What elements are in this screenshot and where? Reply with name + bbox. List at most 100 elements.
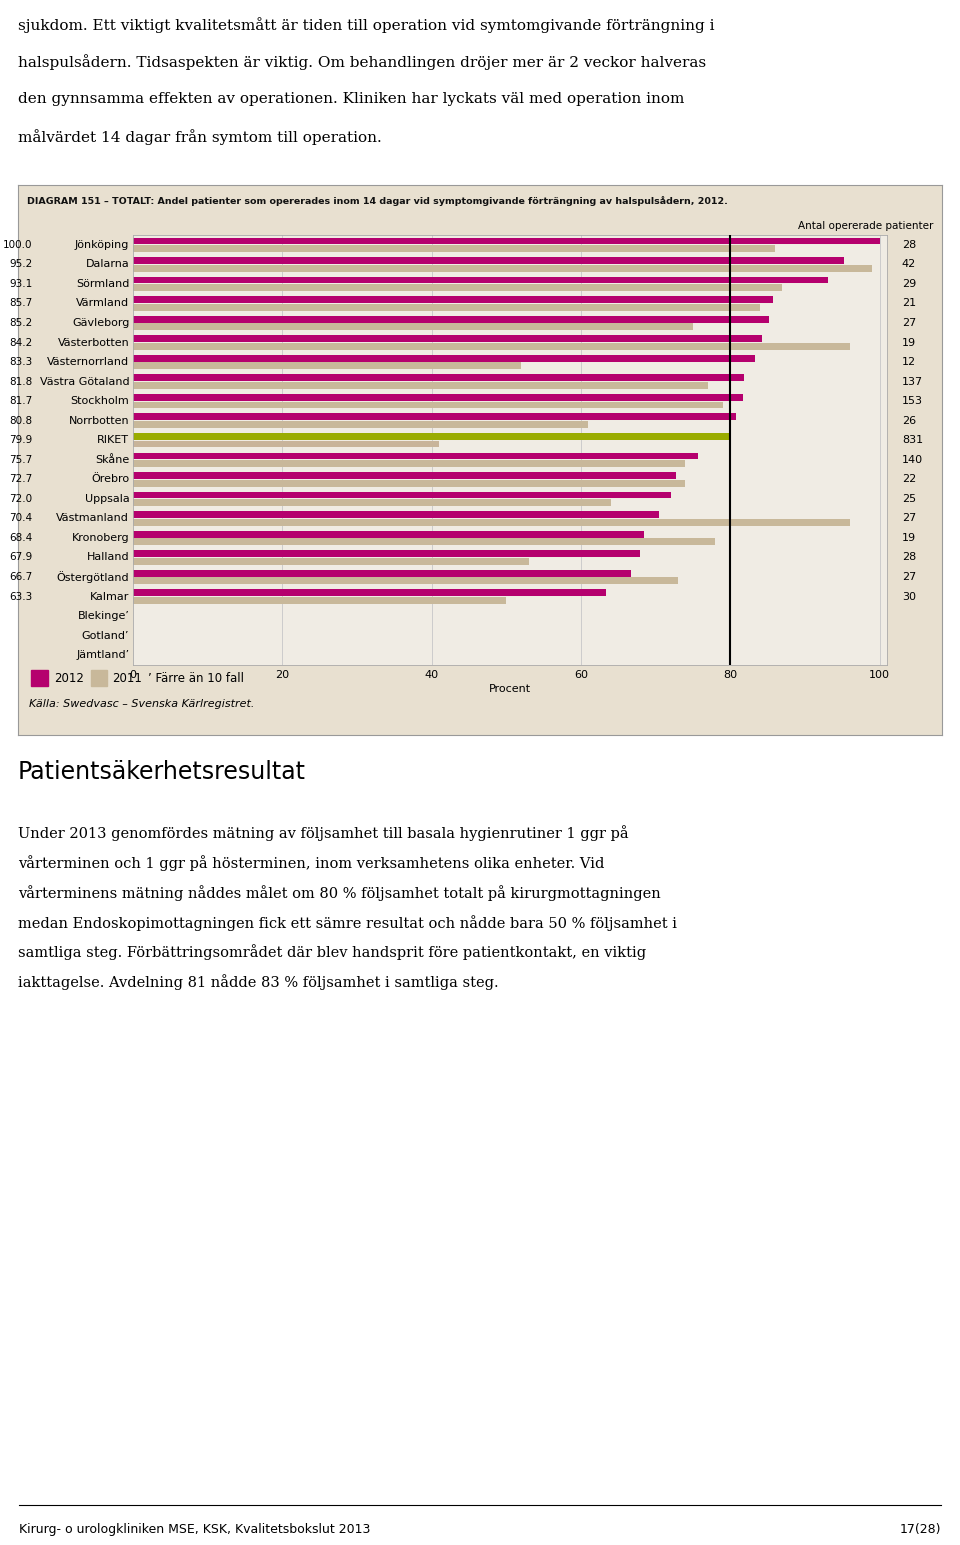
Text: målvärdet 14 dagar från symtom till operation.: målvärdet 14 dagar från symtom till oper…	[18, 130, 382, 145]
Bar	[133, 422, 588, 428]
Bar	[133, 394, 743, 400]
Bar	[133, 414, 736, 420]
Text: Värmland: Värmland	[76, 298, 130, 309]
Text: 81.8: 81.8	[9, 377, 33, 386]
Bar	[133, 460, 685, 467]
Bar	[133, 558, 529, 565]
Text: 63.3: 63.3	[9, 592, 33, 601]
Text: Antal opererade patienter: Antal opererade patienter	[798, 221, 933, 232]
Text: Norrbotten: Norrbotten	[69, 416, 130, 426]
Bar	[31, 671, 48, 686]
Bar	[133, 363, 521, 369]
Text: Västra Götaland: Västra Götaland	[39, 377, 130, 386]
Text: 29: 29	[902, 278, 916, 289]
Text: 27: 27	[902, 572, 916, 582]
Text: 79.9: 79.9	[9, 436, 33, 445]
Text: Kirurg- o urologkliniken MSE, KSK, Kvalitetsbokslut 2013: Kirurg- o urologkliniken MSE, KSK, Kvali…	[19, 1523, 371, 1536]
Text: vårterminen och 1 ggr på hösterminen, inom verksamhetens olika enheter. Vid: vårterminen och 1 ggr på hösterminen, in…	[18, 856, 605, 871]
Text: 12: 12	[902, 357, 916, 368]
Text: DIAGRAM 151 – TOTALT: Andel patienter som opererades inom 14 dagar vid symptomgi: DIAGRAM 151 – TOTALT: Andel patienter so…	[27, 196, 728, 205]
Bar	[90, 671, 108, 686]
Text: 95.2: 95.2	[9, 260, 33, 269]
Text: Örebro: Örebro	[91, 474, 130, 484]
Text: 26: 26	[902, 416, 916, 426]
Text: 75.7: 75.7	[9, 454, 33, 465]
Text: 17(28): 17(28)	[900, 1523, 941, 1536]
Text: 85.7: 85.7	[9, 298, 33, 309]
Bar	[133, 256, 844, 264]
Bar	[133, 238, 879, 244]
Text: 30: 30	[902, 592, 916, 601]
Text: RIKET: RIKET	[97, 436, 130, 445]
Bar	[133, 264, 872, 272]
Text: 72.7: 72.7	[9, 474, 33, 484]
Text: 27: 27	[902, 513, 916, 524]
Bar	[133, 433, 730, 440]
Bar	[133, 538, 715, 545]
Bar	[133, 511, 659, 518]
Bar	[133, 277, 828, 283]
Text: Jämtland’: Jämtland’	[76, 650, 130, 660]
Text: 831: 831	[902, 436, 924, 445]
Bar	[133, 479, 685, 487]
Text: 2011: 2011	[111, 672, 142, 684]
Bar	[133, 297, 773, 303]
Text: 42: 42	[902, 260, 916, 269]
Text: 85.2: 85.2	[9, 318, 33, 328]
Text: iakttagelse. Avdelning 81 nådde 83 % följsamhet i samtliga steg.: iakttagelse. Avdelning 81 nådde 83 % föl…	[18, 973, 498, 990]
Text: Källa: Swedvasc – Svenska Kärlregistret.: Källa: Swedvasc – Svenska Kärlregistret.	[30, 698, 254, 709]
Text: 80.8: 80.8	[9, 416, 33, 426]
X-axis label: Procent: Procent	[489, 684, 531, 694]
Bar	[133, 382, 708, 389]
Bar	[133, 519, 850, 525]
Text: Skåne: Skåne	[95, 454, 130, 465]
Text: Gotland’: Gotland’	[82, 630, 130, 641]
Text: 28: 28	[902, 239, 916, 250]
Bar	[133, 402, 723, 408]
Bar	[133, 355, 755, 362]
Text: Stockholm: Stockholm	[70, 396, 130, 406]
Bar	[133, 578, 678, 584]
Bar	[133, 596, 506, 604]
Bar	[133, 440, 439, 448]
Text: 68.4: 68.4	[9, 533, 33, 542]
Text: 140: 140	[902, 454, 924, 465]
Text: 100.0: 100.0	[3, 239, 33, 250]
Bar	[133, 323, 693, 331]
Bar	[133, 335, 761, 341]
Text: 93.1: 93.1	[9, 278, 33, 289]
Text: 19: 19	[902, 337, 916, 348]
Text: Jönköping: Jönköping	[75, 239, 130, 250]
Text: halspulsådern. Tidsaspekten är viktig. Om behandlingen dröjer mer är 2 veckor ha: halspulsådern. Tidsaspekten är viktig. O…	[18, 54, 707, 70]
Text: 84.2: 84.2	[9, 337, 33, 348]
Text: Dalarna: Dalarna	[85, 260, 130, 269]
Text: 2012: 2012	[54, 672, 84, 684]
Text: Under 2013 genomfördes mätning av följsamhet till basala hygienrutiner 1 ggr på: Under 2013 genomfördes mätning av följsa…	[18, 825, 629, 842]
Bar	[133, 531, 643, 538]
Text: den gynnsamma effekten av operationen. Kliniken har lyckats väl med operation in: den gynnsamma effekten av operationen. K…	[18, 91, 684, 105]
Bar	[133, 246, 775, 252]
Text: 25: 25	[902, 494, 916, 504]
Text: Sörmland: Sörmland	[76, 278, 130, 289]
Text: 19: 19	[902, 533, 916, 542]
Bar	[133, 284, 782, 290]
Bar	[133, 550, 640, 558]
Text: Uppsala: Uppsala	[84, 494, 130, 504]
Text: Kronoberg: Kronoberg	[72, 533, 130, 542]
Text: 81.7: 81.7	[9, 396, 33, 406]
Bar	[133, 374, 744, 382]
Bar	[133, 570, 631, 576]
Text: Halland: Halland	[86, 553, 130, 562]
Bar	[133, 315, 769, 323]
Bar	[133, 343, 850, 349]
Text: 72.0: 72.0	[9, 494, 33, 504]
Text: samtliga steg. Förbättringsområdet där blev handsprit före patientkontakt, en vi: samtliga steg. Förbättringsområdet där b…	[18, 944, 646, 961]
Text: 83.3: 83.3	[9, 357, 33, 368]
Text: medan Endoskopimottagningen fick ett sämre resultat och nådde bara 50 % följsamh: medan Endoskopimottagningen fick ett säm…	[18, 915, 677, 930]
Bar	[133, 304, 760, 311]
Text: 137: 137	[902, 377, 924, 386]
Text: 21: 21	[902, 298, 916, 309]
Text: 22: 22	[902, 474, 916, 484]
Bar	[133, 589, 606, 596]
Text: Västerbotten: Västerbotten	[58, 337, 130, 348]
